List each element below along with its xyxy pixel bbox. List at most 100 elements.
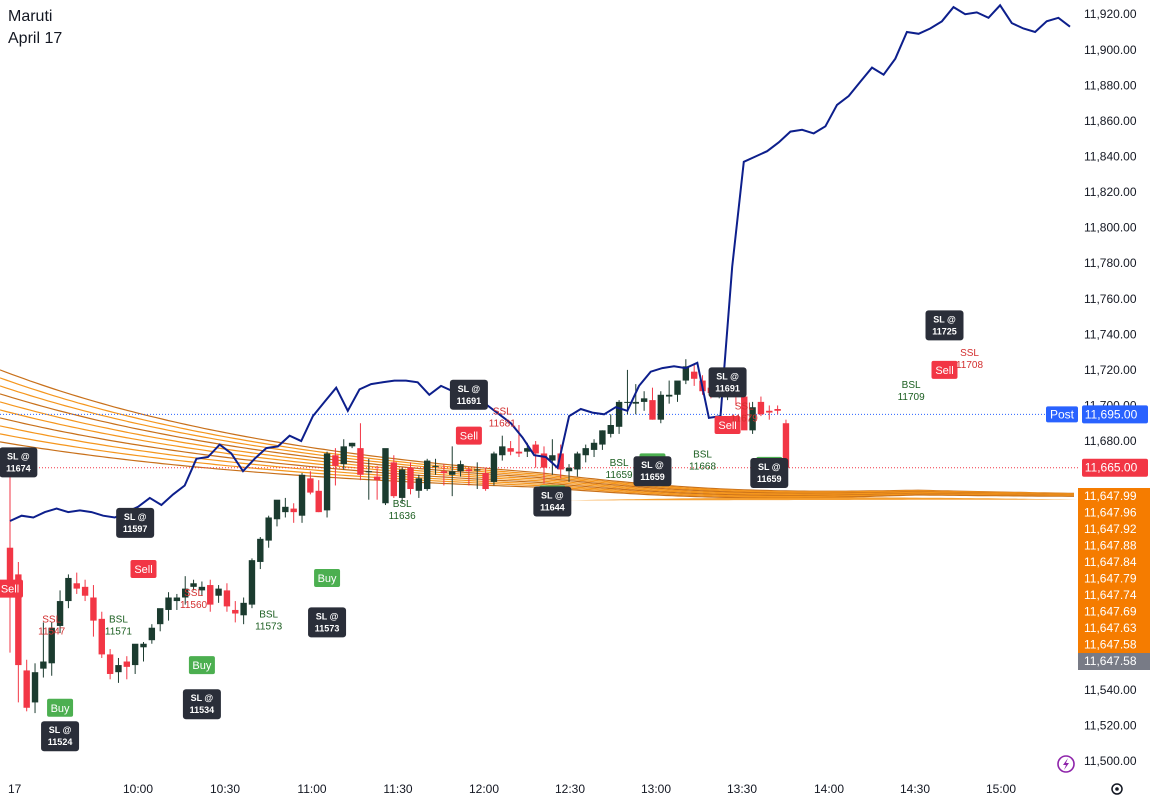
candle-body — [65, 577, 72, 602]
candle-body — [524, 448, 531, 452]
symbol-name: Maruti — [8, 8, 53, 25]
y-tick-label: 11,860.00 — [1084, 114, 1137, 128]
bsl-value: 11659 — [606, 470, 634, 481]
bsl-label: BSL — [259, 609, 278, 620]
candle-body — [507, 448, 514, 452]
sl-label: SL @ — [641, 460, 664, 470]
bsl-label: BSL — [393, 499, 412, 510]
last-ribbon-tag — [1078, 653, 1150, 670]
candle-body — [674, 380, 681, 395]
candle-body — [273, 499, 281, 520]
candle-body — [624, 401, 631, 403]
sl-value: 11659 — [640, 472, 665, 482]
ribbon-band — [560, 497, 1078, 501]
y-axis: 11,500.0011,520.0011,540.0011,560.0011,5… — [1046, 0, 1150, 800]
buy-signal: Buy — [188, 656, 215, 675]
sell-signal: Sell — [130, 560, 157, 579]
settings-icon-ring — [1111, 783, 1123, 795]
sl-label: SL @ — [541, 490, 564, 500]
sell-signal: Sell — [931, 360, 958, 379]
candle-body — [48, 627, 55, 664]
sl-label: SL @ — [716, 371, 739, 381]
sl-value: 11691 — [457, 396, 482, 406]
candle-body — [407, 467, 414, 490]
candle-body — [207, 585, 214, 605]
candle-body — [540, 453, 548, 468]
bsl-value: 11571 — [105, 627, 133, 638]
current-price-tag — [1082, 458, 1148, 477]
candle-body — [90, 597, 97, 621]
post-price-tag — [1082, 405, 1148, 424]
ssl-value: 11560 — [180, 600, 208, 611]
sl-value: 11597 — [123, 524, 148, 534]
stop-loss-signal: SL @ 11725 — [925, 310, 964, 341]
sl-box — [925, 310, 964, 341]
candle-body — [774, 409, 781, 411]
candle-body — [499, 446, 506, 456]
candle-body — [607, 425, 614, 434]
stop-loss-signal: SL @ 11534 — [182, 689, 221, 720]
last-ribbon-label: 11,647.58 — [1084, 654, 1137, 668]
x-tick-label: 12:30 — [555, 782, 585, 796]
sl-label: SL @ — [7, 451, 30, 461]
sell-badge — [714, 416, 741, 435]
sell-badge — [0, 579, 23, 598]
candle-body — [565, 467, 573, 472]
sell-label: Sell — [718, 420, 736, 432]
sell-label: Sell — [460, 431, 478, 443]
buy-badge — [314, 568, 341, 587]
x-tick-label: 10:00 — [123, 782, 153, 796]
ssl-value: 11547 — [38, 627, 66, 638]
candle-body — [148, 627, 156, 641]
y-tick-label: 11,500.00 — [1084, 754, 1137, 768]
candle-body — [665, 394, 673, 397]
candle-body — [766, 410, 773, 413]
buy-signal: Buy — [47, 698, 74, 717]
sl-value: 11674 — [6, 463, 31, 473]
candle-body — [449, 471, 456, 475]
bsl-value: 11636 — [389, 511, 417, 522]
x-tick-label: 12:00 — [469, 782, 499, 796]
candle-body — [282, 506, 289, 513]
x-tick-label: 11:30 — [383, 782, 412, 796]
candle-body — [248, 560, 256, 605]
stop-loss-signal: SL @ 11674 — [0, 447, 38, 478]
y-tick-label: 11,840.00 — [1084, 149, 1137, 163]
candle-body — [632, 401, 639, 404]
candle-body — [340, 446, 347, 465]
candle-body — [599, 430, 606, 445]
candle-body — [490, 453, 498, 482]
buy-badge — [47, 698, 74, 717]
settings-icon[interactable] — [1111, 783, 1123, 795]
sell-label: Sell — [935, 365, 953, 377]
sell-signal: Sell — [714, 416, 741, 435]
candle-body — [457, 464, 464, 472]
candle-body — [165, 597, 172, 610]
sell-badge — [130, 560, 157, 579]
sl-box — [308, 607, 347, 638]
candle-body — [298, 474, 306, 516]
sl-box — [182, 689, 221, 720]
bsl-value: 11668 — [689, 461, 717, 472]
y-tick-label: 11,520.00 — [1084, 719, 1137, 733]
bsl-label: BSL — [109, 615, 128, 626]
sl-label: SL @ — [933, 314, 956, 324]
candle-body — [15, 574, 22, 666]
logo-bolt — [1063, 758, 1069, 770]
candle-body — [182, 588, 189, 598]
y-tick-label: 11,820.00 — [1084, 185, 1137, 199]
ribbon-scale-label: 11,647.79 — [1084, 572, 1137, 586]
candle-body — [690, 371, 698, 379]
candle-body — [98, 618, 105, 655]
stop-loss-signal: SL @ 11691 — [449, 379, 488, 410]
sl-value: 11534 — [190, 705, 215, 715]
candle-body — [131, 643, 139, 666]
x-tick-label: 17 — [8, 782, 22, 796]
sl-box — [449, 379, 488, 410]
sl-value: 11659 — [757, 474, 782, 484]
